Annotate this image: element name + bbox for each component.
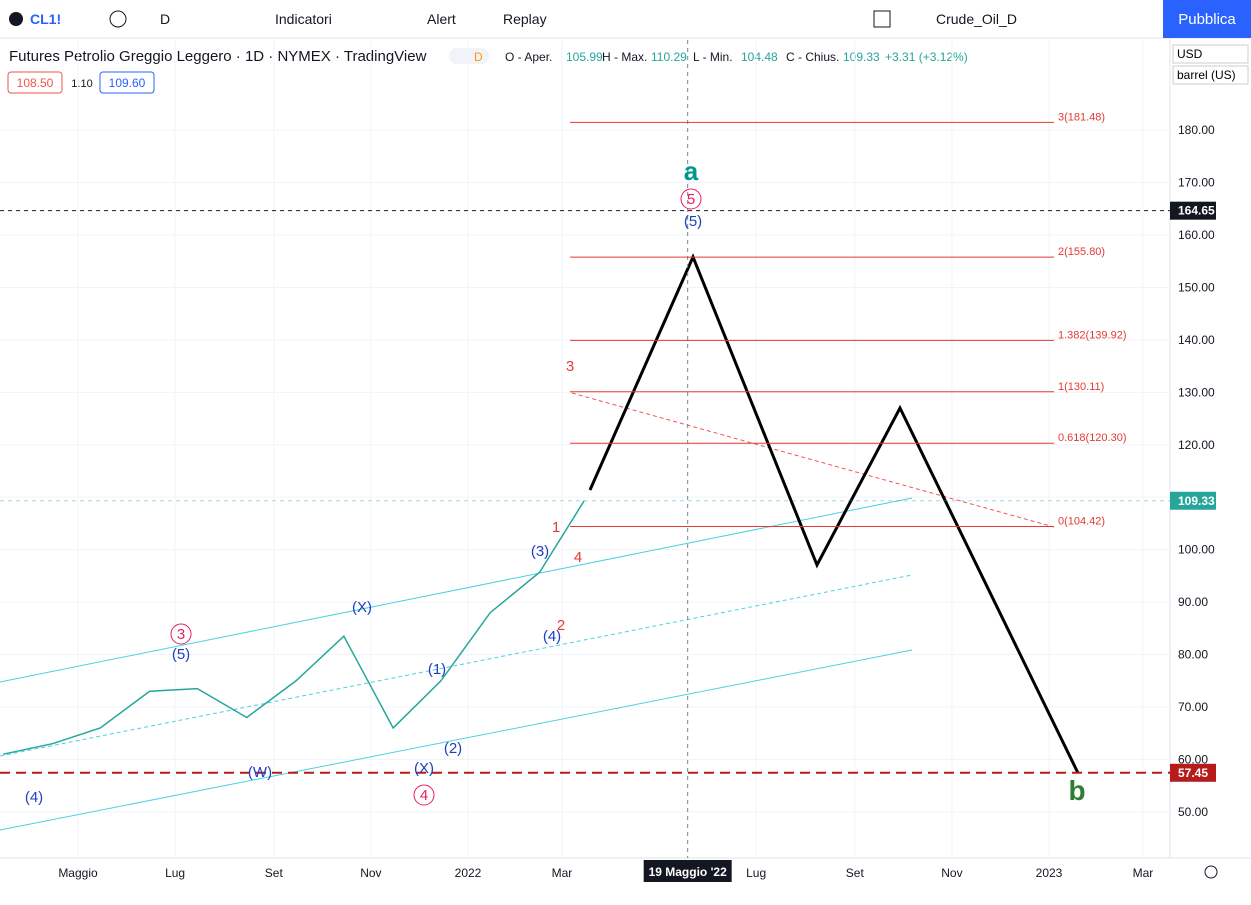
wave-label: (X) (414, 760, 434, 777)
low-label: L - Min. (693, 50, 733, 64)
price-tag (1170, 201, 1216, 220)
close-label: C - Chius. (786, 50, 839, 64)
wave-label: 1 (552, 519, 560, 536)
y-tick-label: 60.00 (1178, 752, 1208, 766)
wave-label: (5) (684, 213, 702, 230)
y-tick-label: 120.00 (1178, 438, 1215, 452)
wave-label: a (684, 156, 699, 186)
wave-label: 3 (177, 626, 185, 643)
y-tick-label: 160.00 (1178, 228, 1215, 242)
x-tick-label: Nov (360, 866, 381, 880)
wave-label: (W) (248, 764, 272, 781)
price-tag (1170, 763, 1216, 782)
publish-label[interactable]: Pubblica (1178, 11, 1236, 28)
y-tick-label: 130.00 (1178, 385, 1215, 399)
x-tick-label: Lug (746, 866, 766, 880)
symbol[interactable]: CL1! (30, 11, 61, 27)
x-tick-label: Maggio (58, 866, 98, 880)
legend-title: Futures Petrolio Greggio Leggero · 1D · … (9, 48, 427, 65)
wave-label: 5 (687, 191, 695, 208)
y-tick-label: 170.00 (1178, 176, 1215, 190)
fib-label: 1(130.11) (1058, 381, 1104, 393)
fib-label: 2(155.80) (1058, 246, 1105, 258)
wave-label: 4 (574, 549, 582, 566)
wave-label: (1) (428, 661, 446, 678)
open: 105.99 (566, 50, 603, 64)
layout-name[interactable]: Crude_Oil_D (936, 11, 1017, 27)
close: 109.33 (843, 50, 880, 64)
unit[interactable]: barrel (US) (1177, 68, 1236, 82)
x-tick-label: Set (846, 866, 865, 880)
replay[interactable]: Replay (503, 11, 547, 27)
high-label: H - Max. (602, 50, 647, 64)
x-tick-label: 2023 (1036, 866, 1063, 880)
wave-label: (3) (531, 543, 549, 560)
ask[interactable]: 109.60 (109, 76, 146, 90)
y-tick-label: 100.00 (1178, 543, 1215, 557)
currency[interactable]: USD (1177, 47, 1203, 61)
x-tick-label: 2022 (455, 866, 482, 880)
ohlc: O - Aper. 105.99 H - Max. 110.29 L - Min… (505, 50, 968, 64)
wave-circle (680, 188, 702, 210)
y-tick-label: 150.00 (1178, 280, 1215, 294)
x-tick-label: Mar (1133, 866, 1154, 880)
x-tick-label: Lug (165, 866, 185, 880)
wave-label: (4) (543, 628, 561, 645)
price-tag-label: 164.65 (1178, 204, 1215, 218)
y-tick-label: 50.00 (1178, 805, 1208, 819)
y-tick-label: 180.00 (1178, 123, 1215, 137)
y-tick-label: 70.00 (1178, 700, 1208, 714)
badge: D (474, 50, 483, 64)
wave-circle (413, 784, 435, 806)
x-tick-label: Mar (552, 866, 573, 880)
crosshair-label: 19 Maggio '22 (649, 865, 728, 879)
wave-label: (5) (172, 646, 190, 663)
open-label: O - Aper. (505, 50, 552, 64)
fib-label: 0(104.42) (1058, 516, 1105, 528)
wave-label: 2 (557, 617, 565, 634)
high: 110.29 (651, 50, 687, 64)
interval[interactable]: D (160, 11, 170, 27)
drawings (0, 40, 1170, 858)
projection (588, 253, 1080, 774)
wave-label: 3 (566, 358, 574, 375)
wave-label: 4 (420, 787, 428, 804)
price-line (3, 500, 585, 755)
price-tag (1170, 491, 1216, 510)
alert[interactable]: Alert (427, 11, 456, 27)
fib-label: 3(181.48) (1058, 111, 1105, 123)
y-tick-label: 140.00 (1178, 333, 1215, 347)
wave-label: (4) (25, 789, 43, 806)
channel-top (0, 497, 913, 683)
fib-label: 1.382(139.92) (1058, 329, 1127, 341)
low: 104.48 (741, 50, 778, 64)
publish-button[interactable] (1163, 0, 1251, 38)
wave-label: b (1068, 775, 1085, 806)
channel-bottom (0, 649, 913, 831)
x-tick-label: Nov (941, 866, 962, 880)
trend-line (571, 392, 1055, 528)
y-tick-label: 90.00 (1178, 595, 1208, 609)
spread: 1.10 (71, 78, 92, 90)
x-tick-label: Set (265, 866, 284, 880)
price-tag-label: 57.45 (1178, 766, 1208, 780)
wave-circle (170, 623, 192, 645)
bid[interactable]: 108.50 (17, 76, 54, 90)
price-tag-label: 109.33 (1178, 494, 1215, 508)
change: +3.31 (+3.12%) (885, 50, 968, 64)
fib-label: 0.618(120.30) (1058, 432, 1127, 444)
indicators[interactable]: Indicatori (275, 11, 332, 27)
channel-mid (0, 574, 913, 757)
wave-label: (X) (352, 599, 372, 616)
crosshair-tag (643, 860, 732, 882)
toolbar (0, 0, 1251, 38)
y-tick-label: 80.00 (1178, 648, 1208, 662)
wave-label: (2) (444, 740, 462, 757)
